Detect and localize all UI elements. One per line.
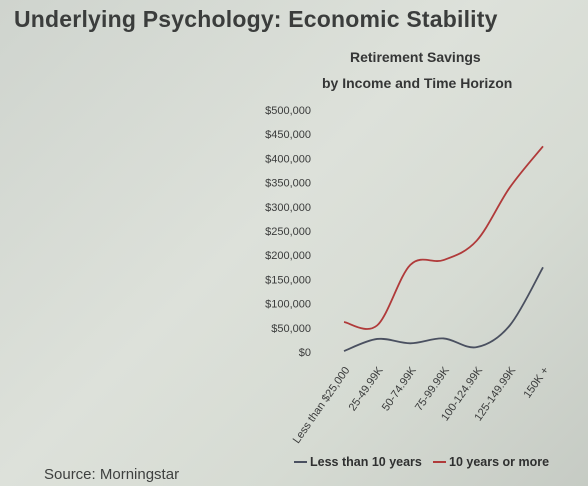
x-tick-label: Less than $25,000 [291,365,353,446]
y-tick-label: $50,000 [271,323,311,335]
source-note: Source: Morningstar [44,466,180,483]
chart-legend: Less than 10 years 10 years or more [294,455,549,469]
series-line-1 [343,266,544,352]
y-tick-label: $300,000 [265,202,311,214]
y-tick-label: $200,000 [265,250,311,262]
series-lines [343,145,544,352]
y-axis: $0 $50,000 $100,000 $150,000 $200,000 $250,00… [265,105,311,359]
y-tick-label: $400,000 [265,153,311,165]
y-tick-label: $500,000 [265,105,311,117]
y-tick-label: $250,000 [265,226,311,238]
x-tick-label: 150K + [521,365,551,401]
y-tick-label: $100,000 [265,299,311,311]
slide-title: Underlying Psychology: Economic Stabilit… [14,6,498,32]
y-tick-label: $0 [299,347,311,359]
y-tick-label: $450,000 [265,129,311,141]
y-tick-label: $350,000 [265,178,311,190]
legend-label-2: 10 years or more [449,455,549,469]
y-tick-label: $150,000 [265,274,311,286]
chart-title-line-2: by Income and Time Horizon [322,75,513,91]
chart-title-line-1: Retirement Savings [350,49,481,65]
series-line-2 [343,145,544,330]
x-axis: Less than $25,00025-49.99K50-74.99K75-99… [291,364,552,446]
legend-label-1: Less than 10 years [310,455,422,469]
